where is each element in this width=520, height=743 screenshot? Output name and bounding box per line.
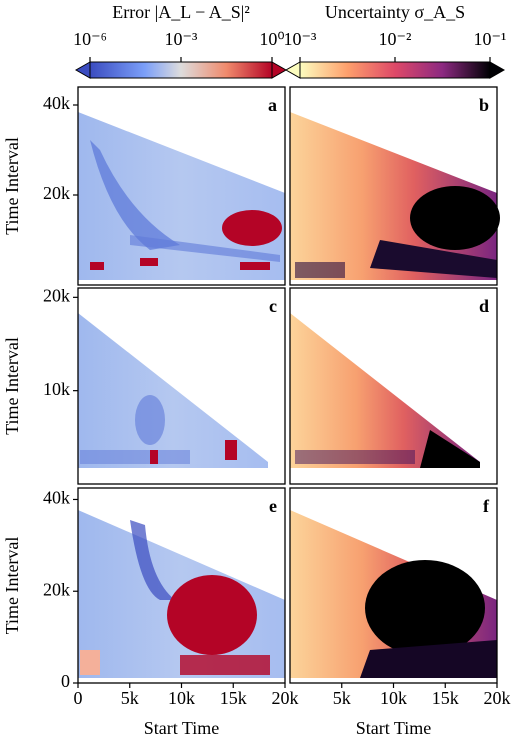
colorbar-tick-label: 10⁻³ [284,29,318,49]
panel-label: c [269,296,277,316]
x-tick-label: 10k [168,688,195,708]
x-axis-label: Start Time [144,718,220,738]
y-axis-label: Time Interval [2,537,22,635]
y-tick-label: 40k [43,488,70,508]
y-tick-label: 20k [43,183,70,203]
panel-label: d [479,296,489,316]
x-axis-label: Start Time [356,718,432,738]
x-tick-label: 0 [74,688,83,708]
y-tick-label: 20k [43,579,70,599]
x-tick-label: 20k [484,688,511,708]
y-axis-label: Time Interval [2,337,22,435]
colorbar-extend [74,61,91,79]
panel-frame [289,287,498,485]
colorbar-tick-label: 10⁻³ [165,29,199,49]
panel-frame [289,86,498,286]
heatmap-image [78,112,500,678]
colorbar-extend [489,61,506,79]
colorbar-tick-label: 10⁻⁶ [73,29,107,49]
panel-label: b [479,95,489,115]
y-axis-label: Time Interval [2,137,22,235]
y-tick-label: 20k [43,285,70,305]
y-tick-label: 10k [43,379,70,399]
x-tick-label: 10k [380,688,407,708]
x-tick-label: 15k [220,688,247,708]
x-tick-label: 5k [333,688,351,708]
panel-frame [77,287,286,485]
panel-label: f [483,496,490,516]
colorbar-tick-label: 10⁻² [379,29,412,49]
x-tick-label: 5k [121,688,139,708]
panel-label: a [268,95,277,115]
colorbar-label: Uncertainty σ_A_S [325,2,465,22]
y-tick-label: 0 [61,671,70,691]
colorbar-extend [284,61,301,79]
colorbar-extend [271,61,288,79]
x-tick-label: 15k [432,688,459,708]
colorbar [89,61,273,79]
panel-frame [77,86,286,286]
colorbar-label: Error |A_L − A_S|² [112,2,250,22]
colorbar [299,61,491,79]
y-tick-label: 40k [43,93,70,113]
colorbar-tick-label: 10⁰ [259,29,284,49]
colorbar-tick-label: 10⁻¹ [474,29,507,49]
x-tick-label: 20k [272,688,299,708]
panel-label: e [269,496,277,516]
